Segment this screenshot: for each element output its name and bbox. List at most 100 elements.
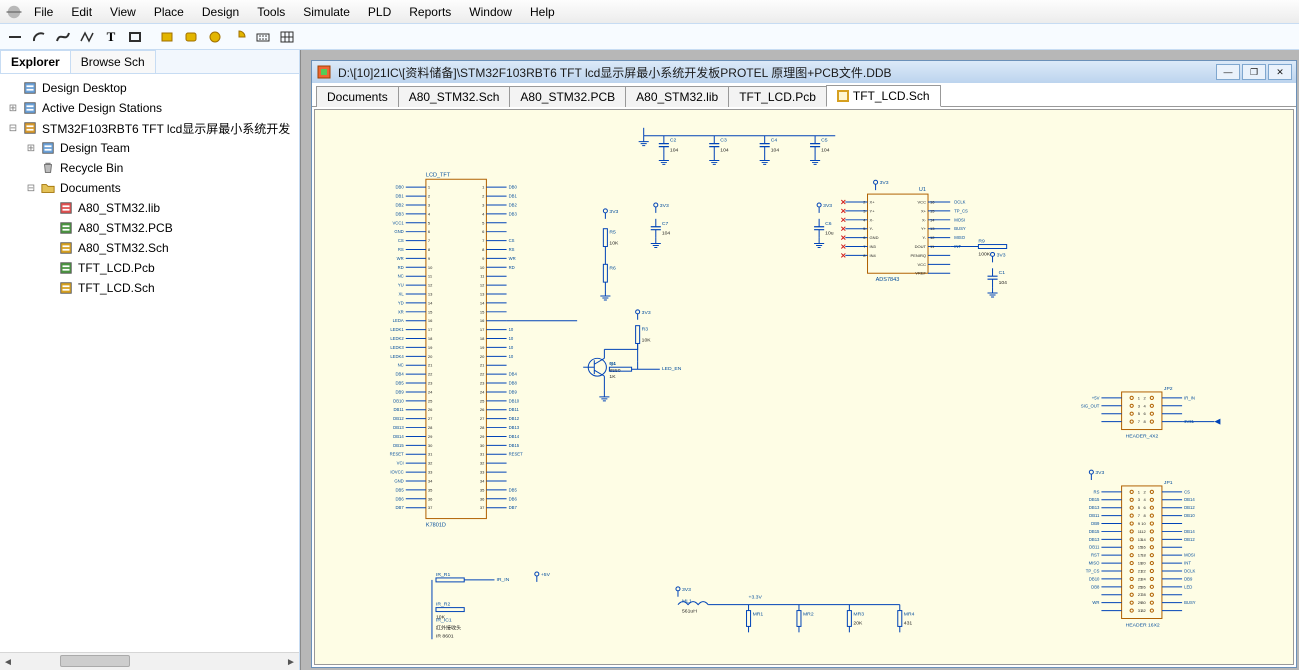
svg-text:DOUT: DOUT xyxy=(915,244,927,249)
tree-item[interactable]: ⊞Design Team xyxy=(2,138,299,158)
tree-item[interactable]: TFT_LCD.Pcb xyxy=(2,258,299,278)
doc-tab[interactable]: A80_STM32.Sch xyxy=(398,86,511,107)
svg-text:DB11: DB11 xyxy=(1089,513,1100,518)
tool-text[interactable]: T xyxy=(100,26,122,48)
menu-tools[interactable]: Tools xyxy=(249,2,293,22)
svg-text:22: 22 xyxy=(1141,569,1146,574)
project-sidebar: Explorer Browse Sch Design Desktop⊞Activ… xyxy=(0,50,300,670)
svg-text:20: 20 xyxy=(480,354,485,359)
tree-item[interactable]: Design Desktop xyxy=(2,78,299,98)
tab-explorer[interactable]: Explorer xyxy=(0,50,71,73)
tool-circle[interactable] xyxy=(204,26,226,48)
svg-text:C6: C6 xyxy=(825,221,832,227)
tree-item[interactable]: TFT_LCD.Sch xyxy=(2,278,299,298)
svg-text:DB4: DB4 xyxy=(395,372,404,377)
tree-folder-icon xyxy=(40,180,56,196)
explorer-tree[interactable]: Design Desktop⊞Active Design Stations⊟ST… xyxy=(0,74,299,652)
tab-browse-sch[interactable]: Browse Sch xyxy=(70,50,156,73)
svg-text:DB8: DB8 xyxy=(1091,584,1100,589)
tool-line[interactable] xyxy=(4,26,26,48)
svg-text:K7801D: K7801D xyxy=(426,523,446,529)
tree-twisty-icon[interactable]: ⊞ xyxy=(24,143,38,154)
menu-help[interactable]: Help xyxy=(522,2,563,22)
tree-item[interactable]: A80_STM32.PCB xyxy=(2,218,299,238)
doc-tab[interactable]: A80_STM32.lib xyxy=(625,86,729,107)
menu-pld[interactable]: PLD xyxy=(360,2,399,22)
tree-twisty-icon[interactable]: ⊞ xyxy=(6,103,20,114)
svg-text:VREF: VREF xyxy=(915,271,926,276)
tree-pcb-icon xyxy=(58,220,74,236)
tree-item[interactable]: ⊟Documents xyxy=(2,178,299,198)
svg-text:20: 20 xyxy=(428,354,433,359)
tool-grid[interactable] xyxy=(276,26,298,48)
scroll-right-icon[interactable]: ► xyxy=(283,654,299,670)
doc-tab[interactable]: Documents xyxy=(316,86,399,107)
tool-polyline[interactable] xyxy=(76,26,98,48)
schematic-canvas[interactable]: C2104C3104C4104C5104LCD_TFTK7801DDB011DB… xyxy=(314,109,1294,665)
svg-text:32: 32 xyxy=(480,461,485,466)
mdi-titlebar[interactable]: D:\[10]21IC\[资料储备]\STM32F103RBT6 TFT lcd… xyxy=(312,61,1296,83)
svg-text:6: 6 xyxy=(1144,411,1147,416)
menu-simulate[interactable]: Simulate xyxy=(295,2,358,22)
sidebar-hscroll[interactable]: ◄ ► xyxy=(0,652,299,670)
tool-array[interactable] xyxy=(252,26,274,48)
tree-team-icon xyxy=(40,140,56,156)
svg-text:3V3: 3V3 xyxy=(682,587,691,593)
svg-text:RESET: RESET xyxy=(390,452,405,457)
tree-item[interactable]: A80_STM32.Sch xyxy=(2,238,299,258)
scroll-thumb[interactable] xyxy=(60,655,130,667)
menu-edit[interactable]: Edit xyxy=(63,2,100,22)
menu-reports[interactable]: Reports xyxy=(401,2,459,22)
svg-text:12: 12 xyxy=(480,283,485,288)
svg-text:HEADER_4X2: HEADER_4X2 xyxy=(1126,433,1159,439)
tree-item[interactable]: A80_STM32.lib xyxy=(2,198,299,218)
tree-item-label: Recycle Bin xyxy=(60,161,295,175)
tool-curve[interactable] xyxy=(52,26,74,48)
svg-text:7: 7 xyxy=(1138,513,1141,518)
svg-text:YD: YD xyxy=(398,300,404,305)
svg-text:104: 104 xyxy=(771,148,780,154)
svg-text:6: 6 xyxy=(482,229,485,234)
svg-text:27: 27 xyxy=(480,416,485,421)
menu-window[interactable]: Window xyxy=(461,2,520,22)
mdi-title-text: D:\[10]21IC\[资料储备]\STM32F103RBT6 TFT lcd… xyxy=(338,64,892,81)
svg-text:BUSY: BUSY xyxy=(1184,600,1196,605)
scroll-left-icon[interactable]: ◄ xyxy=(0,654,16,670)
svg-text:IR_IN: IR_IN xyxy=(496,577,509,583)
svg-text:DB14: DB14 xyxy=(393,434,404,439)
mdi-maximize-button[interactable]: ❐ xyxy=(1242,64,1266,80)
tool-round-rect[interactable] xyxy=(180,26,202,48)
menu-design[interactable]: Design xyxy=(194,2,247,22)
svg-text:431: 431 xyxy=(904,620,913,626)
tool-fill-rect[interactable] xyxy=(156,26,178,48)
doc-tab[interactable]: TFT_LCD.Sch xyxy=(826,85,941,107)
doc-tab[interactable]: TFT_LCD.Pcb xyxy=(728,86,827,107)
svg-text:ADS7843: ADS7843 xyxy=(876,277,900,283)
menu-view[interactable]: View xyxy=(102,2,144,22)
svg-text:LEDK3: LEDK3 xyxy=(390,345,404,350)
tree-item-label: TFT_LCD.Sch xyxy=(78,281,295,295)
tree-twisty-icon[interactable]: ⊟ xyxy=(24,183,38,194)
tree-pcb-icon xyxy=(58,260,74,276)
svg-text:DB12: DB12 xyxy=(1184,537,1195,542)
tool-pie[interactable] xyxy=(228,26,250,48)
doc-tab[interactable]: A80_STM32.PCB xyxy=(509,86,626,107)
svg-text:3V3: 3V3 xyxy=(880,180,889,186)
svg-text:X+: X+ xyxy=(870,200,876,205)
doc-tab-label: A80_STM32.lib xyxy=(636,90,718,104)
mdi-minimize-button[interactable]: — xyxy=(1216,64,1240,80)
svg-text:37: 37 xyxy=(428,505,433,510)
tree-twisty-icon[interactable]: ⊟ xyxy=(6,123,20,134)
tree-item[interactable]: ⊞Active Design Stations xyxy=(2,98,299,118)
tool-rect[interactable] xyxy=(124,26,146,48)
menu-file[interactable]: File xyxy=(26,2,61,22)
svg-text:X-: X- xyxy=(922,217,927,222)
svg-text:4: 4 xyxy=(482,211,485,216)
menu-place[interactable]: Place xyxy=(146,2,192,22)
svg-text:CS: CS xyxy=(509,238,515,243)
tool-arc[interactable] xyxy=(28,26,50,48)
mdi-close-button[interactable]: ✕ xyxy=(1268,64,1292,80)
tree-item[interactable]: Recycle Bin xyxy=(2,158,299,178)
svg-text:Y-: Y- xyxy=(922,235,926,240)
tree-item[interactable]: ⊟STM32F103RBT6 TFT lcd显示屏最小系统开发 xyxy=(2,118,299,138)
